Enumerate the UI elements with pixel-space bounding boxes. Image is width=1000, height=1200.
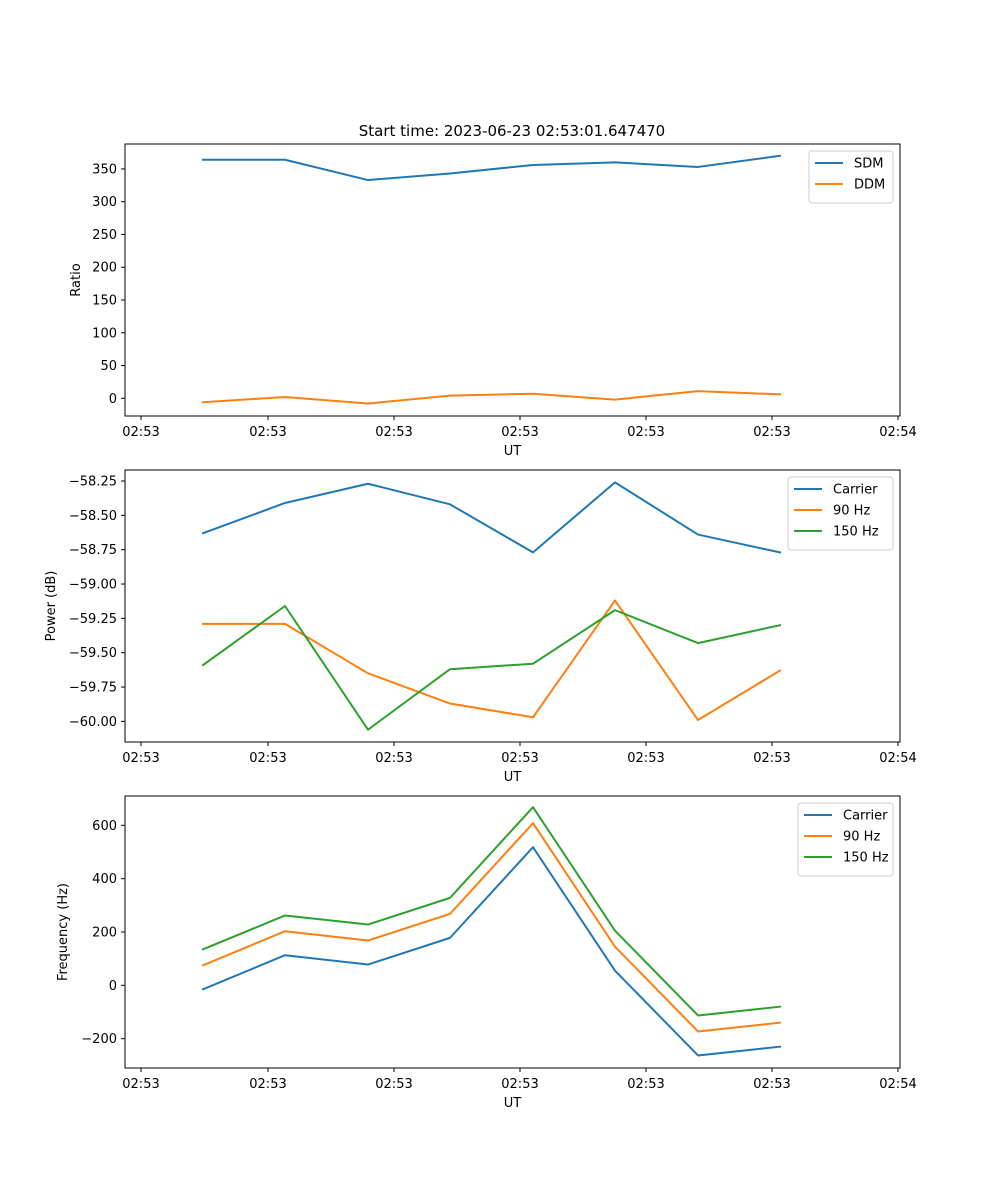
- x-axis-label: UT: [504, 770, 522, 785]
- legend-label: 90 Hz: [843, 830, 880, 845]
- x-tick-label: 02:54: [879, 425, 916, 440]
- series-line-150-hz: [201, 806, 782, 1017]
- subplot-3: 02:53 02:53 02:53 02:53 02:53 02:53 02:54 −200 0…: [56, 795, 917, 1111]
- axes-frame: [124, 469, 901, 743]
- y-axis-label: Frequency (Hz): [56, 883, 71, 981]
- y-tick-label: 300: [92, 195, 117, 210]
- y-tick-label: 150: [92, 293, 117, 308]
- legend-label: 90 Hz: [833, 504, 870, 519]
- y-tick-label: −200: [81, 1032, 117, 1047]
- x-tick-label: 02:53: [627, 425, 664, 440]
- y-tick-label: 0: [109, 392, 117, 407]
- y-tick-label: −58.50: [69, 509, 117, 524]
- series-line-150-hz: [201, 605, 782, 731]
- x-tick-label: 02:53: [501, 751, 538, 766]
- x-axis-label: UT: [504, 1096, 522, 1111]
- legend-label: DDM: [854, 178, 885, 193]
- x-axis-label: UT: [504, 444, 522, 459]
- y-tick-label: −59.25: [69, 612, 117, 627]
- x-tick-label: 02:53: [122, 751, 159, 766]
- legend: Carrier 90 Hz 150 Hz: [787, 476, 894, 551]
- x-tick-label: 02:53: [249, 425, 286, 440]
- legend: SDM DDM: [808, 150, 894, 204]
- y-tick-label: 250: [92, 228, 117, 243]
- figure-title: Start time: 2023-06-23 02:53:01.647470: [359, 122, 665, 140]
- x-tick-label: 02:53: [627, 751, 664, 766]
- y-axis-label: Power (dB): [44, 571, 59, 642]
- subplot-2: 02:53 02:53 02:53 02:53 02:53 02:53 02:54 −60.0…: [44, 469, 917, 785]
- y-tick-label: 350: [92, 162, 117, 177]
- legend-label: Carrier: [833, 483, 878, 498]
- legend-label: Carrier: [843, 809, 888, 824]
- y-tick-label: 200: [92, 926, 117, 941]
- x-tick-label: 02:53: [375, 1077, 412, 1092]
- legend: Carrier 90 Hz 150 Hz: [797, 802, 894, 877]
- y-axis-label: Ratio: [69, 263, 84, 296]
- x-tick-label: 02:53: [753, 425, 790, 440]
- legend-label: 150 Hz: [843, 851, 889, 866]
- y-tick-label: 600: [92, 819, 117, 834]
- x-tick-label: 02:54: [879, 1077, 916, 1092]
- x-tick-label: 02:53: [375, 751, 412, 766]
- x-tick-label: 02:53: [627, 1077, 664, 1092]
- axes-frame: [124, 143, 901, 417]
- series-line-carrier: [201, 846, 782, 1057]
- y-tick-label: −59.50: [69, 646, 117, 661]
- legend-label: 150 Hz: [833, 525, 879, 540]
- x-tick-label: 02:53: [122, 425, 159, 440]
- x-tick-label: 02:53: [501, 425, 538, 440]
- x-tick-label: 02:53: [501, 1077, 538, 1092]
- x-tick-label: 02:53: [249, 751, 286, 766]
- x-tick-label: 02:53: [122, 1077, 159, 1092]
- y-tick-label: −60.00: [69, 715, 117, 730]
- subplot-1: 02:53 02:53 02:53 02:53 02:53 02:53 02:54 0 50 10…: [69, 143, 917, 459]
- series-line-sdm: [202, 154, 782, 182]
- series-line-90-hz: [201, 822, 782, 1033]
- y-tick-label: 50: [100, 359, 117, 374]
- panels: 02:53 02:53 02:53 02:53 02:53 02:53 02:54 0 50 10…: [44, 143, 917, 1111]
- y-tick-label: 0: [109, 979, 117, 994]
- series-line-ddm: [201, 390, 782, 405]
- y-tick-label: 100: [92, 326, 117, 341]
- x-tick-label: 02:53: [753, 1077, 790, 1092]
- x-tick-label: 02:53: [753, 751, 790, 766]
- y-tick-label: −58.75: [69, 543, 117, 558]
- x-tick-label: 02:54: [879, 751, 916, 766]
- y-tick-label: 400: [92, 872, 117, 887]
- x-tick-label: 02:53: [249, 1077, 286, 1092]
- series-line-90-hz: [202, 599, 782, 722]
- y-tick-label: 200: [92, 261, 117, 276]
- series-line-carrier: [201, 481, 782, 554]
- y-tick-label: −59.00: [69, 578, 117, 593]
- y-tick-label: −59.75: [69, 681, 117, 696]
- legend-label: SDM: [854, 157, 883, 172]
- y-tick-label: −58.25: [69, 474, 117, 489]
- x-tick-label: 02:53: [375, 425, 412, 440]
